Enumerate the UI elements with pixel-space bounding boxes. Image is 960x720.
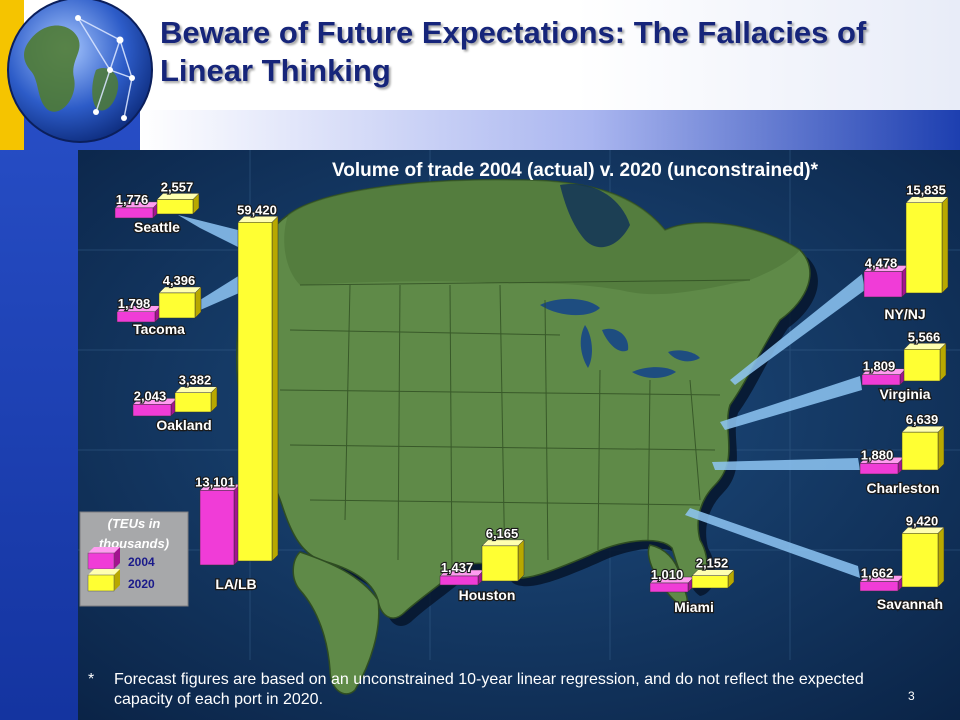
legend-item-2020: 2020 <box>87 569 155 592</box>
bar-2004 <box>116 305 162 323</box>
header-band <box>140 110 960 150</box>
bar-2020 <box>156 192 200 215</box>
chart-title: Volume of trade 2004 (actual) v. 2020 (u… <box>332 160 819 181</box>
data-label-2004: 2,043 <box>134 388 167 403</box>
data-label-2020: 3,382 <box>179 373 212 388</box>
data-label-2004: 1,662 <box>861 566 894 581</box>
data-label-2004: 1,010 <box>651 567 684 582</box>
bar-2020 <box>481 539 525 582</box>
data-label-2004: 1,880 <box>861 447 894 462</box>
data-label-2020: 15,835 <box>906 183 946 198</box>
port-name-label: Houston <box>459 587 516 603</box>
data-label-2020: 6,639 <box>906 412 939 427</box>
footnote-text: Forecast figures are based on an unconst… <box>114 671 864 708</box>
port-group-tacoma: 1,798 4,396 Tacoma <box>116 272 202 338</box>
data-label-2004: 4,478 <box>865 255 898 270</box>
port-name-label: Oakland <box>156 417 211 433</box>
legend-label: 2004 <box>128 555 155 569</box>
footnote-marker: * <box>88 671 95 688</box>
data-label-2020: 5,566 <box>908 329 941 344</box>
bar-2020 <box>901 425 945 471</box>
port-name-label: Savannah <box>877 596 943 612</box>
data-label-2004: 13,101 <box>195 474 235 489</box>
port-group-savannah: 1,662 9,420 Savannah <box>859 512 945 613</box>
connector-wedges <box>178 215 865 578</box>
data-label-2020: 2,152 <box>696 556 729 571</box>
port-group-seattle: 1,776 2,557 Seattle <box>114 178 200 236</box>
state-borders <box>279 279 751 576</box>
bar-2004 <box>199 483 241 566</box>
port-name-label: Miami <box>674 599 714 615</box>
legend-title-line-1: (TEUs in <box>108 516 161 531</box>
bar-2020 <box>903 342 947 382</box>
bar-2020 <box>237 215 279 562</box>
bar-2020 <box>174 386 218 413</box>
port-name-label: Virginia <box>879 386 930 402</box>
bar-2020 <box>901 526 945 588</box>
bars-layer: 1,776 2,557 Seattle 1,798 4,396 Tacoma 2,043 3,… <box>114 178 949 616</box>
port-group-houston: 1,437 6,165 Houston <box>439 525 525 604</box>
data-label-2004: 1,809 <box>863 359 896 374</box>
data-label-2020: 4,396 <box>163 273 196 288</box>
port-name-label: Seattle <box>134 219 180 235</box>
port-group-virginia: 1,809 5,566 Virginia <box>861 328 947 403</box>
header-background <box>0 0 960 110</box>
data-label-2004: 1,798 <box>118 296 151 311</box>
legend-label: 2020 <box>128 577 155 591</box>
port-group-la-lb: 13,101 59,420 LA/LB <box>194 201 279 593</box>
port-name-label: Charleston <box>866 480 939 496</box>
data-label-2004: 1,437 <box>441 560 474 575</box>
slide-number: 3 <box>908 689 915 703</box>
data-label-2020: 9,420 <box>906 513 939 528</box>
legend-swatch <box>87 552 115 570</box>
port-group-ny-nj: 4,478 15,835 NY/NJ <box>863 182 949 323</box>
port-name-label: NY/NJ <box>884 306 925 322</box>
data-label-2020: 6,165 <box>486 526 519 541</box>
port-name-label: Tacoma <box>133 321 185 337</box>
port-group-oakland: 2,043 3,382 Oakland <box>132 372 218 434</box>
port-group-charleston: 1,880 6,639 Charleston <box>859 411 945 497</box>
globe-logo <box>7 0 153 143</box>
bar-2004 <box>859 574 905 592</box>
data-label-2020: 59,420 <box>237 202 277 217</box>
slide-title: Beware of Future Expectations: The Falla… <box>160 15 867 88</box>
map-panel <box>78 150 960 720</box>
bar-2020 <box>905 196 949 294</box>
bar-2020 <box>158 286 202 319</box>
legend-swatch <box>87 574 115 592</box>
great-lakes <box>540 298 700 378</box>
data-label-2020: 2,557 <box>161 179 194 194</box>
bar-2004 <box>863 264 909 298</box>
data-label-2004: 1,776 <box>116 192 149 207</box>
port-group-miami: 1,010 2,152 Miami <box>649 555 735 616</box>
port-name-label: LA/LB <box>215 576 256 592</box>
bar-2020 <box>691 569 735 589</box>
